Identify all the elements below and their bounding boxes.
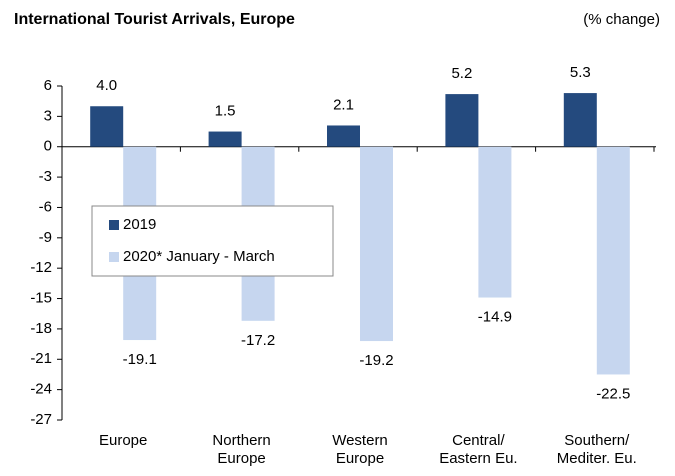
bar [478, 146, 512, 298]
x-tick-label: Northern Europe [212, 432, 270, 467]
value-label: -22.5 [596, 385, 630, 402]
bar [208, 131, 242, 147]
bar [563, 93, 597, 147]
y-tick-label: -24 [30, 381, 52, 398]
value-label: 1.5 [215, 103, 236, 120]
x-tick-label: Western Europe [332, 432, 388, 467]
value-label: -19.2 [359, 352, 393, 369]
bar [445, 94, 479, 147]
value-label: -19.1 [123, 351, 157, 368]
legend-swatch [109, 252, 119, 262]
bar [596, 146, 630, 375]
x-tick-label: Europe [99, 432, 147, 449]
chart-title: International Tourist Arrivals, Europe [14, 11, 295, 28]
value-label: 5.2 [451, 65, 472, 82]
y-tick-label: -9 [39, 229, 52, 246]
value-label: 4.0 [96, 77, 117, 94]
bar [90, 106, 124, 147]
legend-swatch [109, 220, 119, 230]
y-tick-label: -27 [30, 411, 52, 428]
value-label: -14.9 [478, 309, 512, 326]
y-tick-label: -15 [30, 290, 52, 307]
y-tick-label: 3 [44, 107, 52, 124]
chart-subtitle: (% change) [583, 11, 660, 28]
y-tick-label: -18 [30, 320, 52, 337]
value-label: 2.1 [333, 96, 354, 113]
value-label: -17.2 [241, 332, 275, 349]
y-tick-label: 6 [44, 77, 52, 94]
y-tick-label: -6 [39, 198, 52, 215]
value-label: 5.3 [570, 64, 591, 81]
y-tick-label: -3 [39, 168, 52, 185]
x-tick-label: Central/Eastern Eu. [439, 432, 517, 467]
x-tick-label: Southern/Mediter. Eu. [557, 432, 637, 467]
bar [360, 146, 393, 342]
y-tick-label: -21 [30, 350, 52, 367]
bar [327, 125, 360, 147]
legend-box [91, 205, 334, 277]
legend-label: 2020* January - March [123, 248, 275, 265]
y-tick-label: -12 [30, 259, 52, 276]
legend-label: 2019 [123, 216, 156, 233]
y-tick-label: 0 [44, 138, 52, 155]
